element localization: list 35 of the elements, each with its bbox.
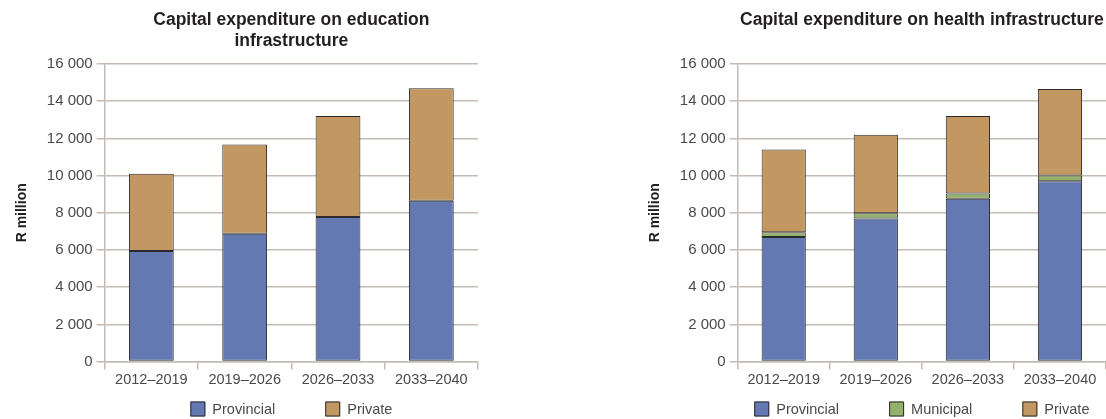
x-tick-label: 2012–2019 — [747, 371, 821, 388]
legend-label: Municipal — [911, 401, 973, 417]
y-tick-label: 14 000 — [46, 91, 93, 109]
y-tick-label: 14 000 — [679, 91, 726, 109]
x-tick-label: 2033–2040 — [1023, 371, 1097, 388]
y-tick-label: 12 000 — [46, 128, 93, 146]
y-tick-label: 2 000 — [55, 314, 93, 332]
y-tick-label: 8 000 — [688, 202, 726, 220]
x-tick-label: 2026–2033 — [301, 371, 375, 388]
y-tick-label: 4 000 — [55, 277, 93, 295]
y-tick-label: 0 — [84, 351, 93, 369]
y-tick-label: 10 000 — [679, 165, 726, 183]
y-tick-label: 16 000 — [679, 54, 726, 72]
y-tick-label: 6 000 — [688, 240, 726, 258]
chart-title: Capital expenditure on health infrastructure — [740, 8, 1104, 29]
x-tick-label: 2019–2026 — [839, 371, 913, 388]
y-tick-label: 4 000 — [688, 277, 726, 295]
legend-label: Provincial — [212, 401, 276, 417]
y-tick-label: 8 000 — [55, 202, 93, 220]
x-tick-label: 2026–2033 — [931, 371, 1005, 388]
x-tick-label: 2012–2019 — [115, 371, 188, 388]
y-tick-label: 12 000 — [679, 128, 726, 146]
x-tick-label: 2019–2026 — [208, 371, 281, 388]
y-tick-label: 0 — [717, 351, 726, 369]
x-tick-label: 2033–2040 — [395, 371, 468, 388]
y-tick-label: 10 000 — [46, 165, 93, 183]
chart-title: Capital expenditure on education infrastructure — [153, 8, 430, 50]
y-tick-label: 6 000 — [55, 240, 93, 258]
legend-label: Private — [1044, 401, 1090, 417]
legend-label: Provincial — [776, 401, 840, 417]
y-tick-label: 16 000 — [46, 54, 93, 72]
y-axis-title: R million — [13, 183, 30, 243]
y-axis-title: R million — [646, 183, 663, 243]
legend-label: Private — [347, 401, 393, 417]
y-tick-label: 2 000 — [688, 314, 726, 332]
